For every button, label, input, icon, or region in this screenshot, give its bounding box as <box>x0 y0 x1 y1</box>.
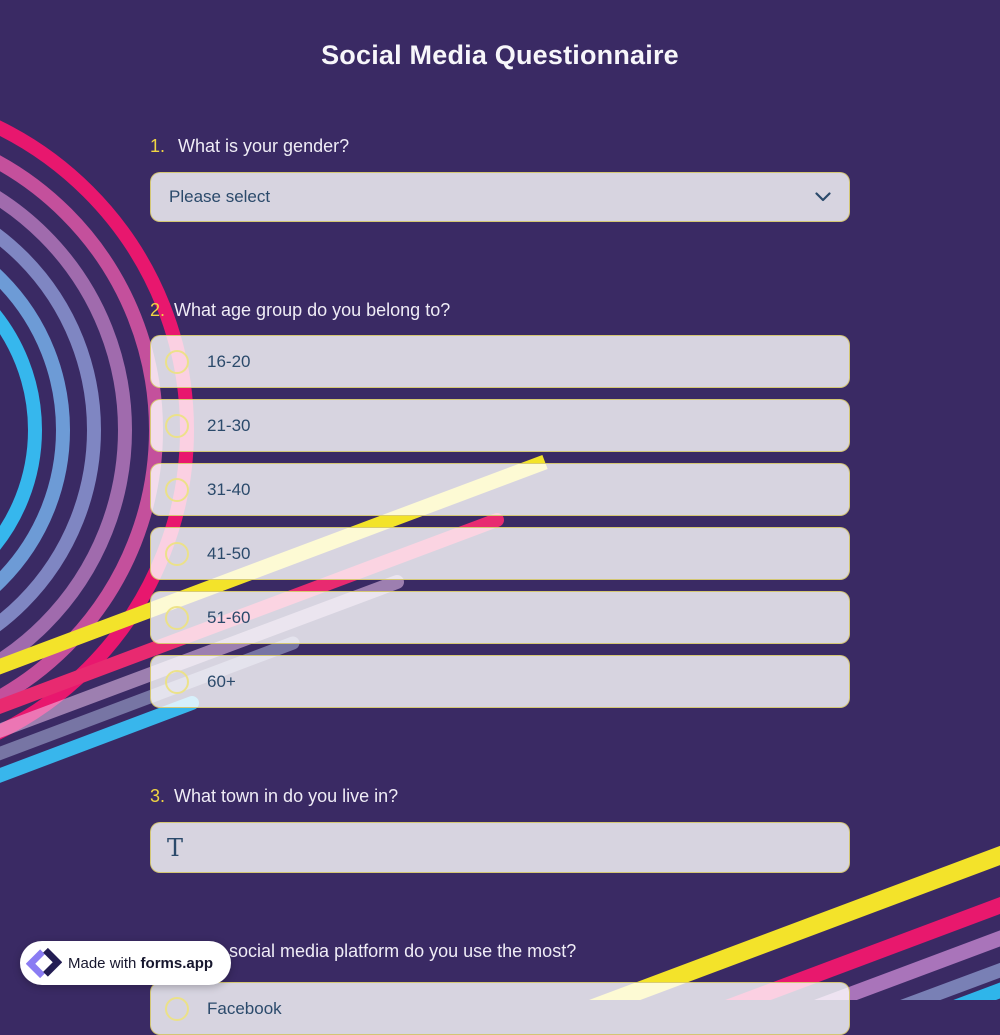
made-with-text: Made with <box>68 954 141 972</box>
question-3-label: 3. What town in do you live in? <box>150 786 398 807</box>
question-4-text: Which social media platform do you use t… <box>174 941 577 961</box>
option-label: 16-20 <box>207 351 251 371</box>
age-option-60plus[interactable]: 60+ <box>150 655 850 708</box>
age-option-31-40[interactable]: 31-40 <box>150 463 850 516</box>
radio-icon[interactable] <box>165 477 189 502</box>
question-2-label: 2. What age group do you belong to? <box>150 300 450 321</box>
town-text-input[interactable]: T <box>150 822 850 873</box>
question-2-text: What age group do you belong to? <box>174 300 451 320</box>
chevron-down-icon <box>815 192 831 202</box>
gender-select[interactable]: Please select <box>150 172 850 222</box>
radio-icon[interactable] <box>165 605 189 630</box>
option-label: 60+ <box>207 671 236 691</box>
question-3-number: 3. <box>150 786 166 806</box>
gender-select-value: Please select <box>169 187 271 206</box>
page-title: Social Media Questionnaire <box>321 40 679 70</box>
age-option-41-50[interactable]: 41-50 <box>150 527 850 580</box>
forms-app-logo-icon <box>26 947 62 979</box>
radio-icon[interactable] <box>165 541 189 566</box>
option-label: 51-60 <box>207 607 251 627</box>
text-cursor-icon: T <box>167 833 184 862</box>
radio-icon[interactable] <box>165 669 189 694</box>
question-3-text: What town in do you live in? <box>174 786 399 806</box>
age-option-16-20[interactable]: 16-20 <box>150 335 850 388</box>
question-1-text: What is your gender? <box>178 136 350 156</box>
question-2-number: 2. <box>150 300 166 320</box>
radio-icon[interactable] <box>165 996 189 1021</box>
option-label: 31-40 <box>207 479 251 499</box>
radio-icon[interactable] <box>165 413 189 438</box>
age-option-21-30[interactable]: 21-30 <box>150 399 850 452</box>
made-with-forms-app-badge[interactable]: Made with forms.app <box>20 941 232 985</box>
age-option-51-60[interactable]: 51-60 <box>150 591 850 644</box>
option-label: 41-50 <box>207 543 251 563</box>
question-1-label: 1. What is your gender? <box>150 136 349 157</box>
question-1-number: 1. <box>150 136 166 156</box>
option-label: 21-30 <box>207 415 251 435</box>
badge-text: Made with forms.app <box>68 955 213 972</box>
platform-option-facebook[interactable]: Facebook <box>150 982 850 1035</box>
option-label: Facebook <box>207 998 282 1018</box>
forms-app-brand-text: forms.app <box>140 954 214 972</box>
radio-icon[interactable] <box>165 349 189 374</box>
